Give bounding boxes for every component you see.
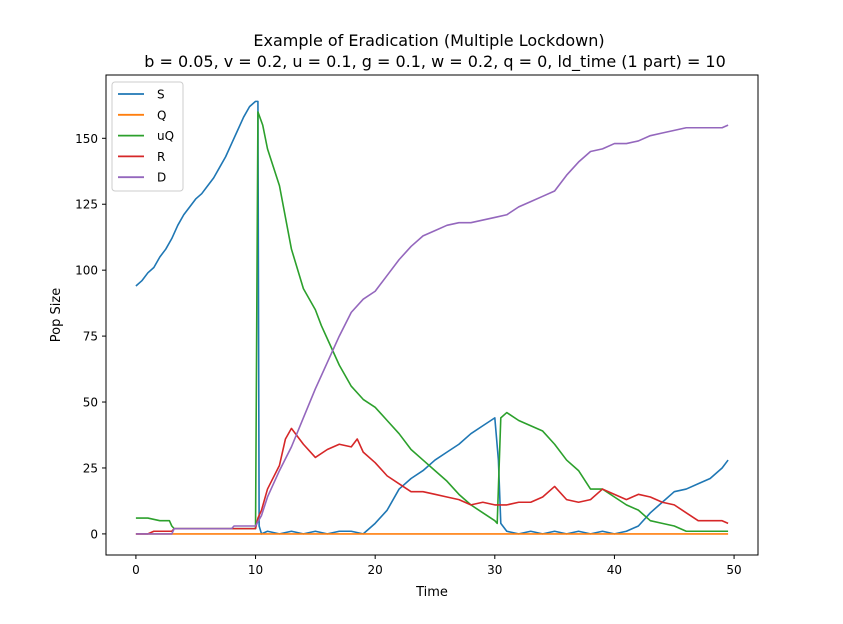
y-tick-label: 25 — [83, 461, 98, 475]
x-tick-label: 0 — [132, 563, 140, 577]
y-tick-label: 0 — [90, 527, 98, 541]
chart-title-line1: Example of Eradication (Multiple Lockdow… — [253, 31, 604, 50]
chart-title-line2: b = 0.05, v = 0.2, u = 0.1, g = 0.1, w =… — [144, 52, 726, 72]
legend-label-uQ: uQ — [157, 129, 174, 143]
y-tick-label: 100 — [75, 264, 98, 278]
x-tick-label: 30 — [487, 563, 502, 577]
y-tick-label: 125 — [75, 198, 98, 212]
x-tick-label: 50 — [726, 563, 741, 577]
x-axis-label: Time — [415, 585, 448, 600]
legend-label-R: R — [157, 150, 165, 164]
y-axis-label: Pop Size — [49, 288, 64, 342]
legend-label-D: D — [157, 171, 166, 185]
series-line-D — [135, 124, 729, 535]
x-tick-label: 20 — [368, 563, 383, 577]
y-tick-label: 150 — [75, 132, 98, 146]
y-axis-ticks: 0 25 50 75 100 125 150 — [75, 132, 106, 541]
x-axis-ticks: 0 10 20 30 40 50 — [132, 555, 742, 577]
series-line-uQ — [135, 111, 729, 533]
y-tick-label: 50 — [83, 396, 98, 410]
x-tick-label: 10 — [248, 563, 263, 577]
legend-label-Q: Q — [157, 108, 166, 122]
legend-box — [111, 81, 184, 192]
plot-frame — [105, 74, 759, 556]
x-tick-label: 40 — [607, 563, 622, 577]
legend-label-S: S — [157, 88, 165, 102]
plot-lines — [135, 100, 729, 535]
y-tick-label: 75 — [83, 330, 98, 344]
series-line-S — [135, 100, 729, 535]
series-line-R — [135, 427, 729, 535]
